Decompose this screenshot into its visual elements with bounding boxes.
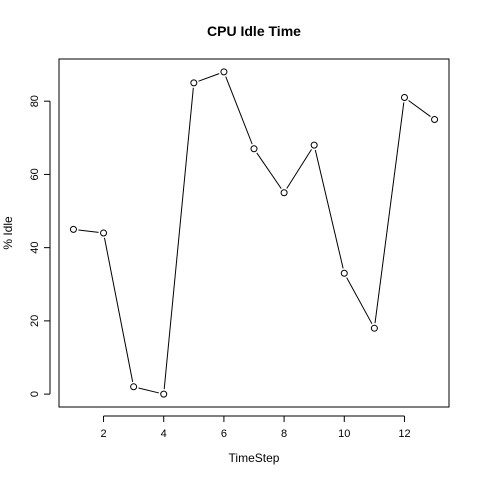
series-line-segment [408,100,431,117]
data-point [340,269,348,277]
y-tick-label: 20 [29,315,41,327]
x-axis-label: TimeStep [229,451,280,465]
series-line-segment [256,152,282,189]
x-axis: 2 4 6 8 10 12 [100,415,411,440]
series-line-segment [78,229,99,233]
y-axis: 0 20 40 60 80 [29,95,51,397]
series-line-segment [163,87,194,390]
x-tick-label: 12 [398,428,410,440]
x-tick-label: 6 [221,428,227,440]
plot-frame [58,58,450,408]
series-line-segment [138,387,159,394]
data-point [370,324,378,332]
x-tick-label: 2 [100,428,106,440]
y-tick-label: 0 [29,391,41,397]
data-point [310,141,318,149]
series-line-segment [346,277,373,325]
series-line-segment [225,76,253,145]
data-point [280,189,288,197]
series-line-segment [286,149,312,189]
chart-title: CPU Idle Time [207,23,301,39]
data-point [250,145,258,153]
data-point [400,94,408,102]
x-tick-label: 8 [281,428,287,440]
series-line-segment [104,237,134,382]
data-point [160,390,168,398]
data-point [190,79,198,87]
series-line-segment [198,73,220,82]
x-tick-label: 4 [161,428,167,440]
series-line-segment [374,102,405,324]
y-axis-label: % Idle [1,216,15,250]
data-point [220,68,228,76]
data-point [69,225,77,233]
data-point [130,383,138,391]
y-tick-label: 80 [29,95,41,107]
data-point [100,229,108,237]
x-tick-label: 10 [338,428,350,440]
series-line-segment [314,149,344,269]
y-tick-label: 60 [29,168,41,180]
data-point [431,115,439,123]
series-cpu-idle [69,68,439,398]
y-tick-label: 40 [29,242,41,254]
